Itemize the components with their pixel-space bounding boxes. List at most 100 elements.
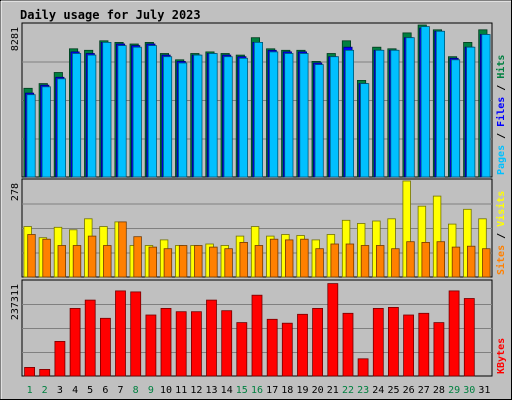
x-tick-label: 12 <box>190 385 202 396</box>
x-tick-label: 11 <box>175 385 187 396</box>
bar-pages-day-27 <box>420 26 430 178</box>
x-tick-label: 20 <box>312 385 324 396</box>
bar-sites-day-12 <box>194 245 203 278</box>
bar-sites-day-26 <box>406 241 415 278</box>
x-tick-label: 3 <box>57 385 63 396</box>
x-tick-label: 28 <box>433 385 445 396</box>
bar-pages-day-23 <box>360 83 370 178</box>
bar-pages-day-15 <box>238 57 248 178</box>
bar-kbytes-day-27 <box>418 312 430 377</box>
bar-sites-day-4 <box>72 245 82 278</box>
bar-kbytes-day-22 <box>342 312 354 377</box>
bar-kbytes-day-5 <box>84 299 96 377</box>
bar-sites-day-28 <box>436 241 445 278</box>
bar-pages-day-20 <box>314 64 324 178</box>
bar-pages-day-28 <box>435 30 445 178</box>
bar-kbytes-day-28 <box>433 322 445 377</box>
bar-sites-day-20 <box>315 248 324 278</box>
legend-separator: / <box>496 85 507 97</box>
bar-sites-day-23 <box>360 245 370 278</box>
bar-pages-day-12 <box>193 54 203 178</box>
panel-hits-files-pages: 8281 Pages / Files / Hits <box>10 22 507 178</box>
side-legend: Sites / Visits <box>495 191 507 275</box>
legend-hits: Hits <box>495 55 507 85</box>
bar-pages-day-3 <box>56 78 66 178</box>
x-tick-label: 21 <box>327 385 339 396</box>
bar-pages-day-13 <box>208 53 218 178</box>
x-tick-label: 8 <box>133 385 139 396</box>
x-tick-label: 19 <box>296 385 308 396</box>
bar-sites-day-22 <box>345 243 355 278</box>
x-tick-label: 15 <box>236 385 248 396</box>
bar-pages-day-18 <box>284 53 294 178</box>
bar-kbytes-day-15 <box>236 322 248 377</box>
bar-kbytes-day-7 <box>115 290 126 377</box>
bar-sites-day-1 <box>27 234 36 278</box>
y-max-label: 278 <box>10 183 21 201</box>
x-tick-label: 1 <box>27 385 33 396</box>
bar-sites-day-19 <box>300 238 309 278</box>
bar-pages-day-30 <box>466 46 476 178</box>
x-tick-label: 9 <box>148 385 154 396</box>
bar-sites-day-2 <box>42 238 51 278</box>
bar-kbytes-day-24 <box>372 307 384 377</box>
bar-pages-day-8 <box>132 46 142 178</box>
bar-pages-day-17 <box>269 51 279 178</box>
bar-kbytes-day-3 <box>54 340 66 377</box>
bar-kbytes-day-10 <box>160 307 172 377</box>
bar-pages-day-31 <box>481 34 491 178</box>
x-tick-label: 24 <box>372 385 384 396</box>
bar-pages-day-1 <box>26 94 36 178</box>
bar-sites-day-5 <box>87 235 97 278</box>
legend-pages: Pages <box>496 145 507 175</box>
panel-kbytes: 237311 KBytes <box>10 279 507 377</box>
legend-sites: Sites <box>495 245 507 275</box>
bar-sites-day-24 <box>375 245 385 278</box>
x-tick-label: 7 <box>117 385 123 396</box>
x-tick-label: 16 <box>251 385 263 396</box>
bar-kbytes-day-23 <box>357 358 369 377</box>
bar-kbytes-day-12 <box>190 311 202 377</box>
bar-kbytes-day-6 <box>100 317 111 377</box>
bar-sites-day-9 <box>148 246 157 278</box>
bar-kbytes-day-18 <box>281 322 293 377</box>
bar-sites-day-8 <box>133 236 142 278</box>
bar-sites-day-16 <box>254 245 264 278</box>
chart-panels: 8281 Pages / Files / Hits 278 Sites / Visit… <box>10 22 507 377</box>
x-tick-label: 2 <box>42 385 48 396</box>
x-tick-label: 18 <box>281 385 293 396</box>
bar-sites-day-25 <box>391 248 400 278</box>
bar-pages-day-25 <box>390 49 400 178</box>
bar-sites-day-11 <box>178 245 188 278</box>
bar-kbytes-day-1 <box>24 366 36 377</box>
x-tick-label: 30 <box>463 385 475 396</box>
x-tick-label: 13 <box>205 385 217 396</box>
bar-sites-day-14 <box>224 248 233 278</box>
bar-pages-day-24 <box>375 49 385 178</box>
bar-kbytes-day-29 <box>448 290 460 377</box>
bar-kbytes-day-17 <box>266 318 278 377</box>
bar-sites-day-21 <box>330 243 339 278</box>
bar-kbytes-day-26 <box>403 314 415 377</box>
x-tick-label: 22 <box>342 385 354 396</box>
bar-sites-day-10 <box>163 248 173 278</box>
bar-kbytes-day-16 <box>251 294 263 377</box>
bar-pages-day-14 <box>223 56 233 178</box>
bar-pages-day-22 <box>344 49 354 178</box>
bar-sites-day-17 <box>269 238 279 278</box>
x-tick-label: 10 <box>160 385 172 396</box>
bar-kbytes-day-4 <box>69 307 81 377</box>
bar-pages-day-5 <box>87 54 97 178</box>
bar-kbytes-day-2 <box>39 368 51 377</box>
bar-kbytes-day-14 <box>221 310 233 377</box>
bar-pages-day-19 <box>299 53 309 178</box>
x-tick-label: 5 <box>87 385 93 396</box>
bar-pages-day-11 <box>178 62 188 178</box>
x-tick-label: 23 <box>357 385 369 396</box>
y-max-label: 237311 <box>10 284 21 320</box>
bar-pages-day-26 <box>405 37 415 178</box>
bar-sites-day-15 <box>239 241 248 278</box>
bar-sites-day-29 <box>451 246 461 278</box>
x-tick-label: 6 <box>102 385 108 396</box>
